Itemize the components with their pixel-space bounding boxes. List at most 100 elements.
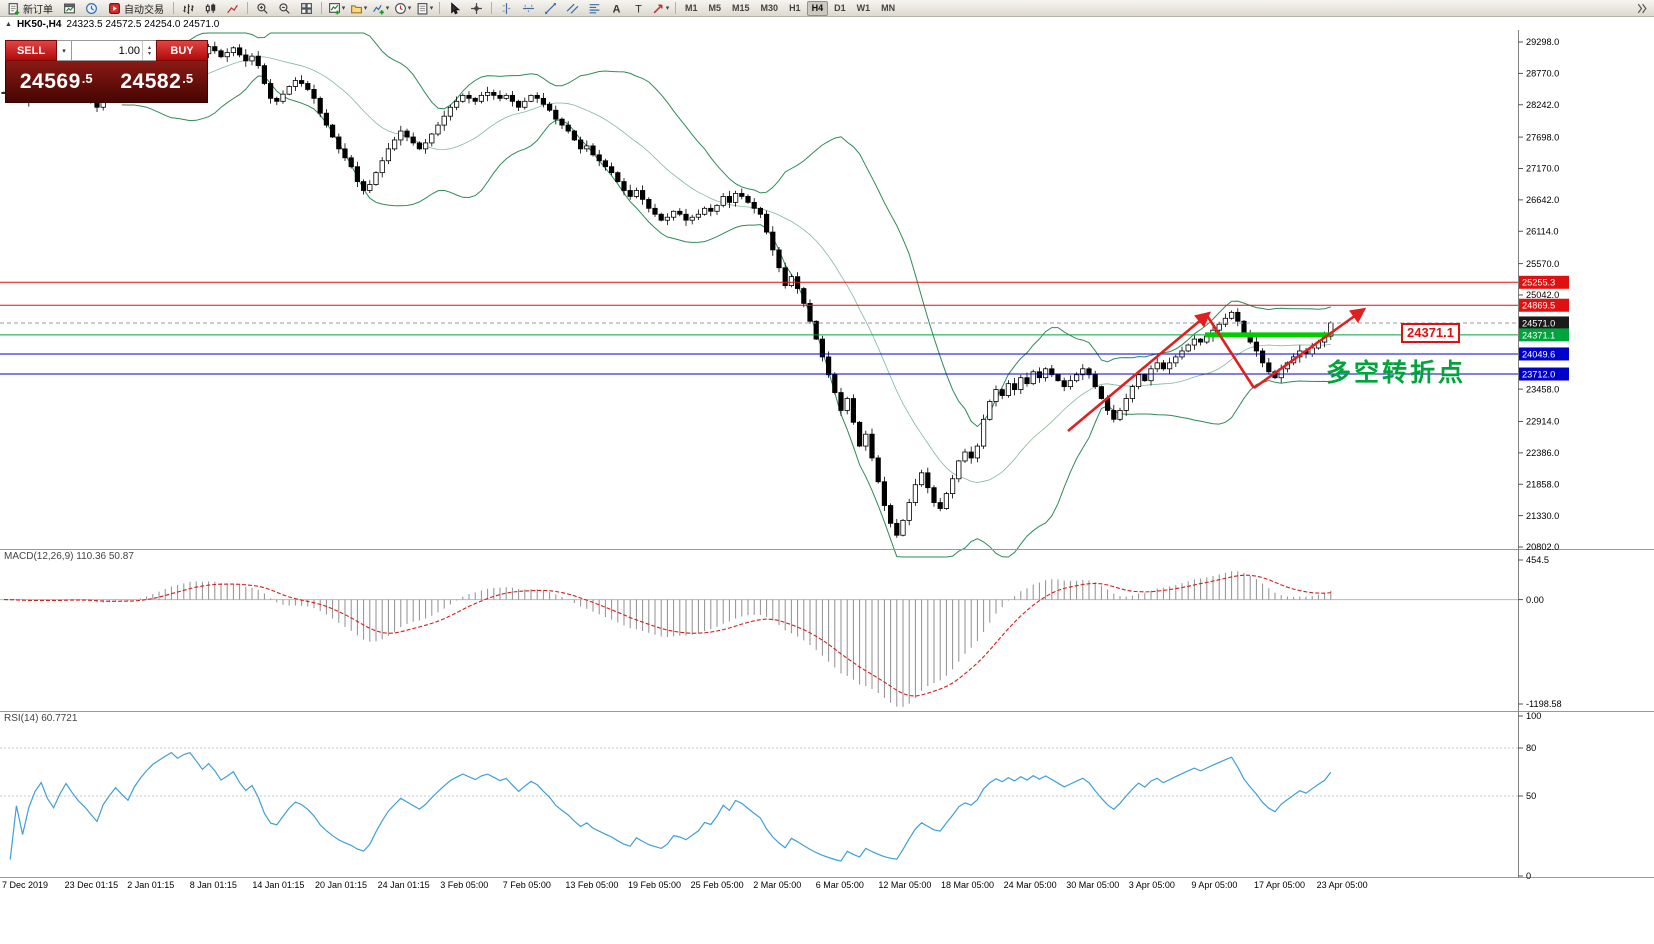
zoom-out-button[interactable] xyxy=(274,0,295,17)
clock-icon xyxy=(394,2,407,15)
tile-windows-button[interactable] xyxy=(296,0,317,17)
tiles-icon xyxy=(300,2,313,15)
svg-text:8 Jan 01:15: 8 Jan 01:15 xyxy=(190,880,237,890)
fibo-icon xyxy=(588,2,601,15)
trade-panel-controls: SELL ▾ ▴ ▾ BUY xyxy=(5,40,208,61)
toolbar-overflow-button[interactable] xyxy=(1631,0,1652,17)
new-order-button-label: 新订单 xyxy=(23,4,53,16)
toolbar-separator xyxy=(491,2,492,14)
volume-input[interactable] xyxy=(72,41,142,60)
timeframe-d1-button[interactable]: D1 xyxy=(834,2,846,13)
volume-stepper: ▴ ▾ xyxy=(72,40,156,61)
charts-window-button[interactable] xyxy=(59,0,80,17)
newchart-icon xyxy=(328,2,341,15)
svg-text:25042.0: 25042.0 xyxy=(1526,290,1559,300)
sell-price-main: 24569 xyxy=(19,69,81,93)
timeframe-m30-button[interactable]: M30 xyxy=(760,2,779,13)
svg-text:23 Apr 05:00: 23 Apr 05:00 xyxy=(1317,880,1368,890)
svg-text:29298.0: 29298.0 xyxy=(1526,37,1559,47)
svg-text:0.00: 0.00 xyxy=(1526,595,1544,605)
svg-text:6 Mar 05:00: 6 Mar 05:00 xyxy=(816,880,864,890)
timeframe-m1-button[interactable]: M1 xyxy=(685,2,698,13)
linechart-icon xyxy=(226,2,239,15)
toolbar-separator xyxy=(321,2,322,14)
profiles-button[interactable]: ▾ xyxy=(348,0,369,17)
arrows-button[interactable]: ▾ xyxy=(650,0,671,17)
templates-button[interactable]: ▾ xyxy=(414,0,435,17)
svg-text:9 Apr 05:00: 9 Apr 05:00 xyxy=(1191,880,1237,890)
textA-icon: A xyxy=(610,2,623,15)
dropdown-caret-icon: ▾ xyxy=(429,5,434,12)
timeframe-h1-button[interactable]: H1 xyxy=(789,2,801,13)
sell-button[interactable]: SELL xyxy=(5,40,57,61)
market-watch-icon xyxy=(85,2,98,15)
svg-text:20802.0: 20802.0 xyxy=(1526,542,1559,552)
bar-chart-button[interactable] xyxy=(178,0,199,17)
svg-text:18 Mar 05:00: 18 Mar 05:00 xyxy=(941,880,994,890)
channel-button[interactable] xyxy=(562,0,583,17)
vline-icon xyxy=(500,2,513,15)
svg-text:19 Feb 05:00: 19 Feb 05:00 xyxy=(628,880,681,890)
main-toolbar: 新订单 自动交易 ▾ ▾ ▾ ▾ ▾ A T ▾ M1 M5 M15 M30 H1 H4 D1 W1 MN xyxy=(0,0,1654,17)
candlestick-chart-button[interactable] xyxy=(200,0,221,17)
svg-text:30 Mar 05:00: 30 Mar 05:00 xyxy=(1066,880,1119,890)
svg-text:T: T xyxy=(635,3,642,15)
new-order-button[interactable]: 新订单 xyxy=(2,0,58,17)
one-click-trading-panel: SELL ▾ ▴ ▾ BUY 24569 .5 24582 .5 xyxy=(5,40,208,103)
timeframe-mn-button[interactable]: MN xyxy=(881,2,896,13)
buy-button[interactable]: BUY xyxy=(156,40,208,61)
volume-down-icon[interactable]: ▾ xyxy=(147,50,151,57)
timeframe-m5-button[interactable]: M5 xyxy=(708,2,722,13)
svg-text:28770.0: 28770.0 xyxy=(1526,69,1559,79)
svg-text:24371.1: 24371.1 xyxy=(1522,330,1555,340)
template-icon xyxy=(416,2,429,15)
volume-spin-buttons: ▴ ▾ xyxy=(142,41,156,60)
more-icon xyxy=(1635,2,1648,15)
turning-point-annotation[interactable]: 多空转折点 xyxy=(1326,359,1467,387)
market-watch-button[interactable] xyxy=(81,0,102,17)
profiles-icon xyxy=(350,2,363,15)
buy-price-display[interactable]: 24582 .5 xyxy=(107,61,208,102)
svg-text:25255.3: 25255.3 xyxy=(1522,278,1555,288)
svg-text:24 Mar 05:00: 24 Mar 05:00 xyxy=(1004,880,1057,890)
arrow-icon xyxy=(652,2,665,15)
caret-down-icon: ▾ xyxy=(62,47,66,55)
line-chart-button[interactable] xyxy=(222,0,243,17)
new-chart-button[interactable]: ▾ xyxy=(326,0,347,17)
crosshair-button[interactable] xyxy=(466,0,487,17)
svg-text:0: 0 xyxy=(1526,871,1531,881)
label-button[interactable]: T xyxy=(628,0,649,17)
svg-text:12 Mar 05:00: 12 Mar 05:00 xyxy=(878,880,931,890)
svg-text:-1198.58: -1198.58 xyxy=(1526,699,1562,709)
volume-up-icon[interactable]: ▴ xyxy=(147,44,151,51)
timeframe-h4-button[interactable]: H4 xyxy=(806,0,829,16)
toolbar-separator xyxy=(173,2,174,14)
svg-text:2 Jan 01:15: 2 Jan 01:15 xyxy=(127,880,174,890)
svg-text:24 Jan 01:15: 24 Jan 01:15 xyxy=(378,880,430,890)
text-button[interactable]: A xyxy=(606,0,627,17)
zoom-in-button[interactable] xyxy=(252,0,273,17)
vertical-line-button[interactable] xyxy=(496,0,517,17)
volume-dropdown-button[interactable]: ▾ xyxy=(57,40,72,61)
candles-icon xyxy=(204,2,217,15)
autotrading-button[interactable]: 自动交易 xyxy=(103,0,169,17)
price-callout-label[interactable]: 24371.1 xyxy=(1401,323,1460,343)
chart-symbol-info: ▲ HK50-,H4 24323.5 24572.5 24254.0 24571… xyxy=(5,19,219,30)
symbol-period-label: HK50-,H4 xyxy=(16,19,62,30)
cursor-button[interactable] xyxy=(444,0,465,17)
crosshair-icon xyxy=(470,2,483,15)
horizontal-line-button[interactable] xyxy=(518,0,539,17)
sell-price-decimal: .5 xyxy=(81,70,93,86)
fibonacci-button[interactable] xyxy=(584,0,605,17)
svg-text:22914.0: 22914.0 xyxy=(1526,417,1559,427)
triangle-up-icon: ▲ xyxy=(5,21,12,28)
indicators-button[interactable]: ▾ xyxy=(370,0,391,17)
trendline-button[interactable] xyxy=(540,0,561,17)
zoomout-icon xyxy=(278,2,291,15)
periods-button[interactable]: ▾ xyxy=(392,0,413,17)
timeframe-m15-button[interactable]: M15 xyxy=(732,2,750,13)
timeframe-w1-button[interactable]: W1 xyxy=(856,2,871,13)
svg-text:17 Apr 05:00: 17 Apr 05:00 xyxy=(1254,880,1305,890)
sell-price-display[interactable]: 24569 .5 xyxy=(6,61,107,102)
